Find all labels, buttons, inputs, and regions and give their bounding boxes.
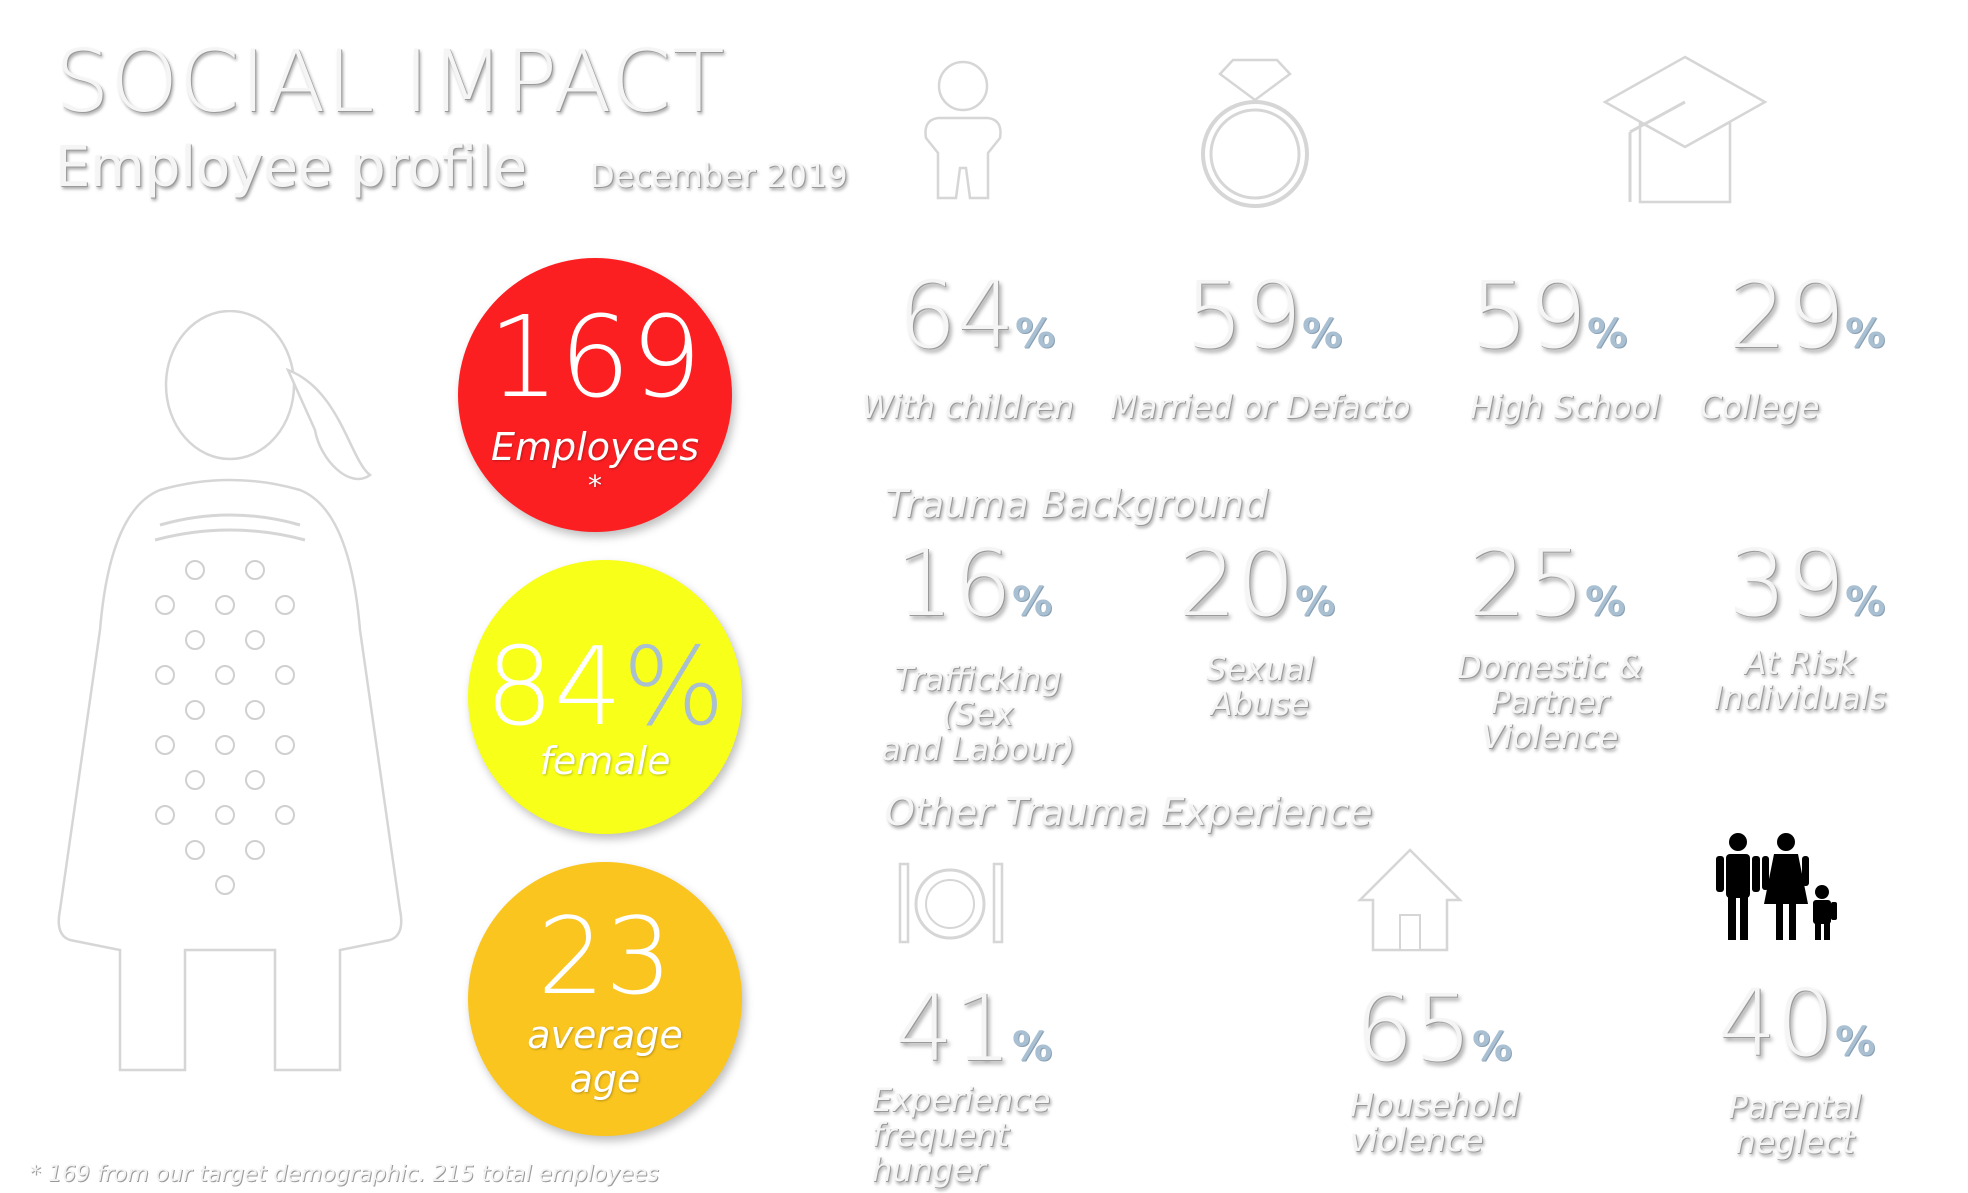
stat-household-violence: 65% [1355, 975, 1513, 1082]
average-age: 23 [537, 895, 673, 1018]
female-percent-symbol: % [622, 625, 726, 750]
label-with-children: With children [861, 388, 1075, 426]
other-trauma-heading: Other Trauma Experience [885, 790, 1373, 834]
female-percent: 84 [484, 625, 623, 750]
label-college: College [1700, 388, 1820, 426]
plate-cutlery-icon [898, 862, 1004, 944]
label-trafficking: Trafficking (Sex and Labour) [881, 660, 1075, 769]
stat-college: 29% [1728, 262, 1886, 369]
page-subtitle: Employee profile [55, 135, 528, 200]
stat-parental-neglect: 40% [1718, 970, 1876, 1077]
label-household-violence: Household violence [1350, 1086, 1520, 1160]
stat-at-risk: 39% [1728, 530, 1886, 637]
stat-hunger: 41% [895, 975, 1053, 1082]
baby-icon [924, 60, 1002, 200]
age-circle: 23 average age [468, 862, 742, 1136]
page-title: SOCIAL IMPACT [55, 32, 726, 132]
report-date: December 2019 [590, 157, 848, 195]
label-high-school: High School [1470, 388, 1660, 426]
stat-sexual-abuse: 20% [1178, 530, 1336, 637]
label-hunger: Experience frequent hunger [872, 1081, 1051, 1190]
label-at-risk: At Risk Individuals [1713, 644, 1887, 718]
trauma-background-heading: Trauma Background [885, 482, 1269, 526]
family-icon [1716, 833, 1837, 940]
label-sexual-abuse: Sexual Abuse [1206, 650, 1314, 724]
house-icon [1356, 848, 1464, 952]
age-label-line1: average [527, 1013, 683, 1057]
female-label: female [539, 739, 671, 783]
graduation-cap-icon [1602, 55, 1768, 204]
label-married: Married or Defacto [1110, 388, 1411, 426]
female-circle: 84% female [468, 560, 742, 834]
woman-figure-icon [57, 310, 403, 1072]
stat-domestic-violence: 25% [1468, 530, 1626, 637]
stat-high-school: 59% [1470, 262, 1628, 369]
footnote: * 169 from our target demographic. 215 t… [30, 1162, 659, 1187]
stat-with-children: 64% [898, 262, 1056, 369]
employees-count: 169 [488, 293, 702, 423]
stat-married: 59% [1185, 262, 1343, 369]
label-domestic-violence: Domestic & Partner Violence [1457, 648, 1643, 757]
stat-trafficking: 16% [895, 530, 1053, 637]
employees-circle: 169 Employees * [458, 258, 732, 532]
age-label-line2: age [569, 1056, 641, 1101]
employees-label: Employees [491, 425, 699, 469]
employees-note: * [588, 468, 602, 502]
ring-icon [1201, 58, 1309, 208]
label-parental-neglect: Parental neglect [1728, 1088, 1862, 1162]
